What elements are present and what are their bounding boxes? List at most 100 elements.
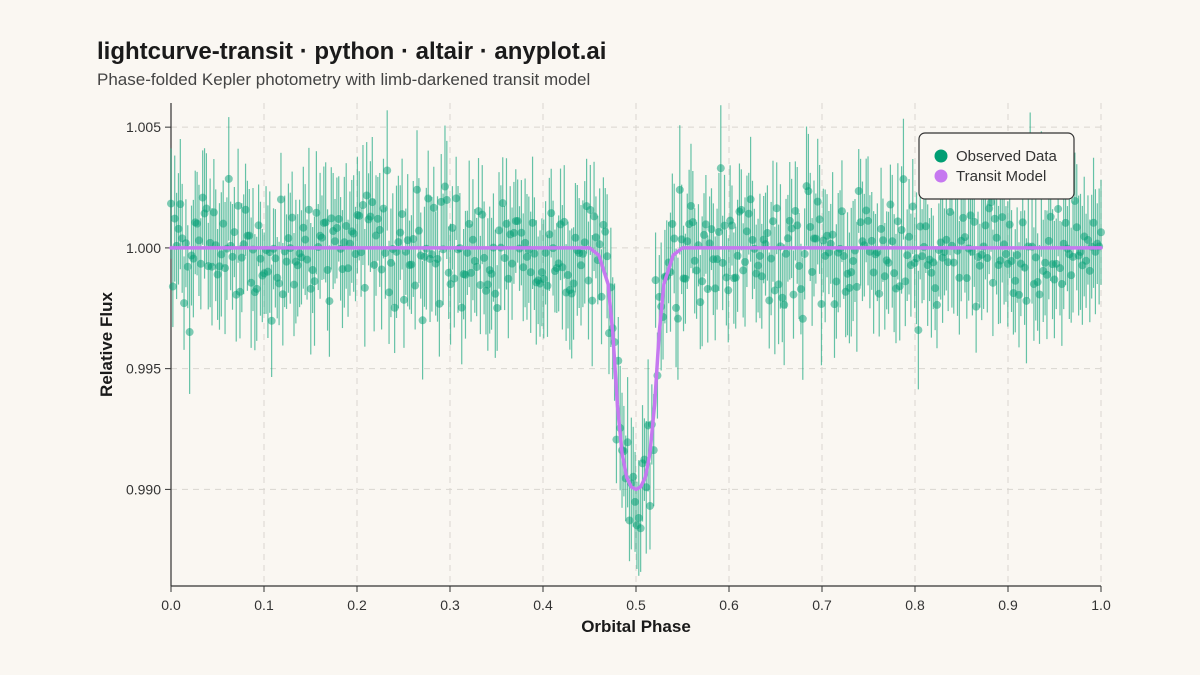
data-point: [949, 258, 958, 267]
data-point: [783, 234, 792, 243]
data-point: [170, 214, 179, 223]
transit-model-line: [169, 246, 1103, 492]
data-point: [830, 300, 839, 309]
data-point: [1018, 218, 1027, 227]
data-point: [629, 472, 638, 481]
data-point: [1044, 236, 1053, 245]
data-point: [584, 276, 593, 285]
data-point: [245, 231, 254, 240]
data-point: [379, 204, 388, 213]
data-point: [478, 210, 487, 219]
legend-label-observed: Observed Data: [956, 148, 1058, 165]
data-point: [208, 262, 217, 271]
data-point: [383, 166, 392, 175]
data-point: [452, 194, 461, 203]
data-point: [847, 268, 856, 277]
data-point: [370, 260, 379, 269]
data-point: [293, 261, 302, 270]
data-point: [927, 268, 936, 277]
data-point: [487, 269, 496, 278]
data-point: [903, 251, 912, 260]
data-point: [219, 219, 228, 228]
data-point: [578, 249, 587, 258]
data-point: [1005, 220, 1014, 229]
x-tick-label: 0.2: [347, 597, 367, 613]
data-point: [623, 438, 632, 447]
data-point: [1057, 279, 1066, 288]
data-point: [308, 266, 317, 275]
data-point: [696, 298, 705, 307]
data-point: [381, 249, 390, 258]
data-point: [636, 524, 645, 533]
data-point: [856, 218, 865, 227]
data-point: [450, 274, 459, 283]
data-point: [282, 257, 291, 266]
data-point: [221, 264, 230, 273]
data-point: [1089, 218, 1098, 227]
data-point: [1097, 228, 1105, 237]
data-point: [545, 230, 554, 239]
data-point: [599, 220, 608, 229]
data-point: [468, 235, 477, 244]
data-point: [196, 259, 205, 268]
x-tick-label: 0.7: [812, 597, 832, 613]
data-point: [700, 230, 709, 239]
data-point: [757, 272, 766, 281]
data-point: [580, 238, 589, 247]
data-point: [739, 266, 748, 275]
data-point: [1031, 253, 1040, 262]
data-point: [718, 258, 727, 267]
data-point: [413, 185, 422, 194]
data-point: [247, 278, 256, 287]
data-point: [435, 299, 444, 308]
data-point: [1011, 276, 1020, 285]
data-point: [332, 223, 341, 232]
data-point: [390, 303, 399, 312]
data-point: [1082, 256, 1091, 265]
data-point: [521, 238, 530, 247]
data-point: [504, 274, 513, 283]
data-point: [1001, 249, 1010, 258]
data-point: [591, 233, 600, 242]
x-tick-label: 0.6: [719, 597, 739, 613]
data-point: [932, 300, 941, 309]
data-point: [327, 214, 336, 223]
data-point: [767, 254, 776, 263]
data-point: [727, 221, 736, 230]
chart-title: lightcurve-transit · python · altair · a…: [97, 38, 607, 65]
data-point: [312, 208, 321, 217]
data-point: [588, 296, 597, 305]
data-point: [349, 229, 358, 238]
data-point: [586, 205, 595, 214]
data-point: [368, 198, 377, 207]
y-tick-label: 1.005: [126, 119, 161, 135]
data-point: [625, 516, 634, 525]
data-point: [942, 235, 951, 244]
data-point: [213, 270, 222, 279]
data-point: [845, 283, 854, 292]
data-point: [884, 258, 893, 267]
data-point: [539, 274, 548, 283]
data-point: [698, 277, 707, 286]
data-point: [955, 273, 964, 282]
legend-box: [918, 132, 1075, 200]
data-point: [1085, 266, 1094, 275]
data-point: [774, 280, 783, 289]
data-point: [334, 214, 343, 223]
data-point: [230, 228, 239, 237]
data-point: [1035, 290, 1044, 299]
data-point: [1041, 258, 1050, 267]
data-point: [176, 200, 185, 209]
data-point: [181, 239, 190, 248]
data-point: [301, 235, 310, 244]
data-point: [795, 261, 804, 270]
data-point: [491, 289, 500, 298]
data-point: [317, 233, 326, 242]
data-point: [528, 218, 537, 227]
data-point: [714, 227, 723, 236]
data-point: [782, 249, 791, 258]
data-point: [808, 267, 817, 276]
data-point: [672, 303, 681, 312]
